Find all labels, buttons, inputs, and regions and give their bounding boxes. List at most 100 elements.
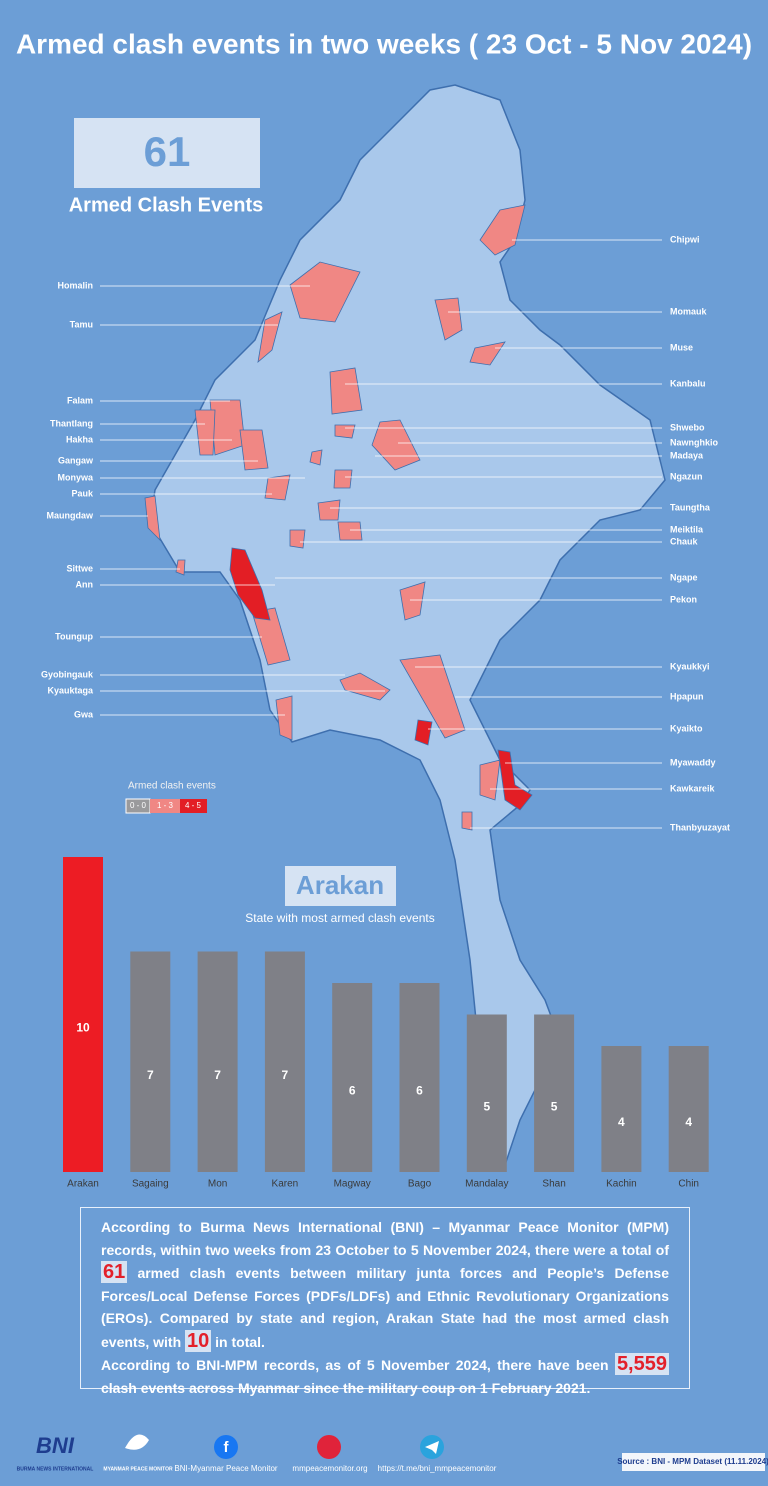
category-label: Chin xyxy=(678,1179,699,1190)
category-label: Karen xyxy=(272,1179,299,1190)
value-label: 6 xyxy=(416,1084,423,1098)
text: clash events across Myanmar since the mi… xyxy=(101,1379,591,1396)
map-label: Nawnghkio xyxy=(670,437,719,447)
map-label: Madaya xyxy=(670,450,704,460)
bar xyxy=(130,951,171,1172)
state-caption: State with most armed clash events xyxy=(245,911,434,925)
value-label: 7 xyxy=(282,1068,289,1082)
source-box xyxy=(622,1453,765,1471)
map xyxy=(144,84,666,1168)
category-label: Shan xyxy=(542,1179,565,1190)
highlight-number: 61 xyxy=(101,1261,128,1283)
text: According to Burma News International (B… xyxy=(101,1219,669,1258)
legend-label: 0 - 0 xyxy=(130,801,147,810)
map-label: Gangaw xyxy=(58,455,94,465)
map-label: Chipwi xyxy=(670,234,700,244)
map-label: Momauk xyxy=(670,306,708,316)
legend-swatch xyxy=(150,799,180,813)
telegram-link[interactable]: https://t.me/bni_mmpeacemonitor xyxy=(378,1464,497,1473)
state-box xyxy=(285,866,396,906)
map-label: Muse xyxy=(670,342,693,352)
bar xyxy=(63,857,103,1172)
bar-chart: 10 Arakan 7 Sagaing 7 Mon 7 Karen 6 Magway 6 Bago 5 M… xyxy=(63,857,709,1190)
bar xyxy=(399,983,440,1172)
category-label: Magway xyxy=(334,1179,371,1190)
bar xyxy=(332,983,373,1172)
summary-text: According to Burma News International (B… xyxy=(80,1207,690,1396)
value-label: 10 xyxy=(76,1021,90,1035)
bar xyxy=(534,1014,575,1172)
category-label: Mon xyxy=(208,1179,227,1190)
highlight-number: 5,559 xyxy=(614,1353,669,1375)
map-label: Homalin xyxy=(57,280,93,290)
map-label: Pekon xyxy=(670,594,697,604)
clash-areas-high xyxy=(229,547,533,811)
state-name: Arakan xyxy=(296,870,384,900)
highlight-number: 10 xyxy=(185,1329,212,1352)
telegram-glyph xyxy=(425,1441,439,1454)
map-label: Sittwe xyxy=(66,563,93,573)
value-label: 7 xyxy=(214,1068,221,1082)
web-icon[interactable] xyxy=(317,1435,341,1459)
map-outline xyxy=(149,84,666,1168)
footer: BNI BURMA NEWS INTERNATIONAL MYANMAR PEA… xyxy=(17,1433,768,1473)
category-label: Arakan xyxy=(67,1179,99,1190)
facebook-icon[interactable] xyxy=(214,1435,238,1459)
paragraph: According to BNI-MPM records, as of 5 No… xyxy=(101,1353,669,1399)
map-label: Meiktila xyxy=(670,524,704,534)
map-label: Myawaddy xyxy=(670,757,716,767)
value-label: 6 xyxy=(349,1084,356,1098)
map-label: Kyaukkyi xyxy=(670,661,710,671)
legend-swatch xyxy=(180,799,207,813)
map-label: Shwebo xyxy=(670,422,705,432)
map-label: Ngape xyxy=(670,572,698,582)
legend-label: 1 - 3 xyxy=(157,801,174,810)
map-label: Gyobingauk xyxy=(41,669,94,679)
count-box xyxy=(74,118,260,188)
bar xyxy=(466,1014,507,1172)
map-label: Toungup xyxy=(55,631,93,641)
bar xyxy=(668,1046,709,1172)
bar xyxy=(601,1046,642,1172)
dove-icon xyxy=(125,1434,149,1450)
map-label: Thantlang xyxy=(50,418,93,428)
text: in total. xyxy=(215,1333,265,1350)
text: armed clash events between military junt… xyxy=(101,1265,669,1350)
map-labels: Homalin Tamu Falam Thantlang Hakha Gangaw Mony… xyxy=(41,234,730,832)
map-label: Maungdaw xyxy=(47,510,94,520)
mpm-name: MYANMAR PEACE MONITOR xyxy=(103,1466,173,1472)
value-label: 4 xyxy=(685,1115,692,1129)
category-label: Mandalay xyxy=(465,1179,508,1190)
map-label: Pauk xyxy=(71,488,94,498)
bni-logo: BNI xyxy=(36,1433,75,1458)
count-label: Armed Clash Events xyxy=(69,194,264,216)
map-label: Ngazun xyxy=(670,471,703,481)
value-label: 5 xyxy=(483,1099,490,1113)
category-label: Sagaing xyxy=(132,1179,169,1190)
facebook-glyph: f xyxy=(224,1439,230,1456)
map-label: Kyaikto xyxy=(670,723,703,733)
map-label: Ann xyxy=(76,579,94,589)
bar xyxy=(197,951,238,1172)
value-label: 7 xyxy=(147,1068,154,1082)
title: Armed clash events in two weeks ( 23 Oct… xyxy=(16,28,752,59)
category-label: Bago xyxy=(408,1179,432,1190)
bar xyxy=(264,951,305,1172)
facebook-link[interactable]: BNI-Myanmar Peace Monitor xyxy=(174,1464,277,1473)
legend-title: Armed clash events xyxy=(128,781,216,792)
count: 61 xyxy=(144,128,191,175)
source: Source : BNI - MPM Dataset (11.11.2024) xyxy=(617,1457,768,1466)
map-label: Falam xyxy=(67,395,93,405)
website-link[interactable]: mmpeacemonitor.org xyxy=(292,1464,367,1473)
map-label: Hakha xyxy=(66,434,94,444)
map-label: Kawkareik xyxy=(670,783,716,793)
map-label: Kanbalu xyxy=(670,378,706,388)
bni-name: BURMA NEWS INTERNATIONAL xyxy=(17,1466,94,1472)
legend-label: 4 - 5 xyxy=(185,801,202,810)
map-label: Monywa xyxy=(57,472,93,482)
map-label: Tamu xyxy=(70,319,93,329)
map-label: Hpapun xyxy=(670,691,704,701)
map-label: Taungtha xyxy=(670,502,711,512)
